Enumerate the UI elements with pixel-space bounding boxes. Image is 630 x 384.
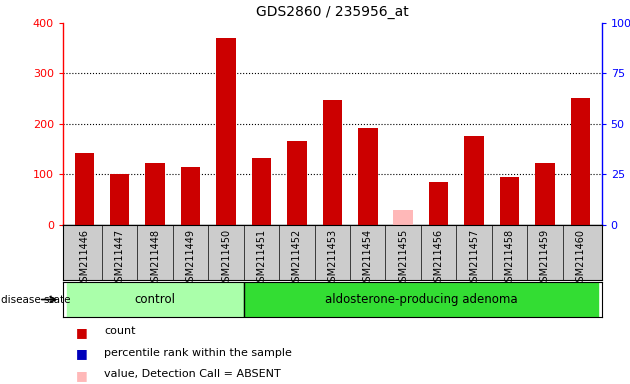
Bar	[216, 38, 236, 225]
Bar	[74, 152, 94, 225]
Text: GSM211450: GSM211450	[221, 229, 231, 288]
Text: GSM211455: GSM211455	[398, 229, 408, 288]
Text: GSM211458: GSM211458	[505, 229, 515, 288]
Text: count: count	[104, 326, 135, 336]
Bar	[394, 210, 413, 225]
Text: aldosterone-producing adenoma: aldosterone-producing adenoma	[324, 293, 517, 306]
Text: GSM211459: GSM211459	[540, 229, 550, 288]
Bar	[252, 157, 271, 225]
Text: ■: ■	[76, 348, 88, 361]
Text: ■: ■	[76, 369, 88, 382]
Title: GDS2860 / 235956_at: GDS2860 / 235956_at	[256, 5, 409, 19]
Text: control: control	[135, 293, 176, 306]
Text: GSM211460: GSM211460	[575, 229, 585, 288]
Text: value, Detection Call = ABSENT: value, Detection Call = ABSENT	[104, 369, 281, 379]
Text: ■: ■	[76, 326, 88, 339]
Bar	[536, 163, 554, 225]
Text: GSM211454: GSM211454	[363, 229, 373, 288]
Bar	[67, 282, 244, 317]
Text: GSM211447: GSM211447	[115, 229, 125, 288]
Text: GSM211452: GSM211452	[292, 229, 302, 288]
Bar	[358, 128, 377, 225]
Text: disease state: disease state	[1, 295, 71, 305]
Bar	[146, 163, 165, 225]
Text: GSM211448: GSM211448	[150, 229, 160, 288]
Bar	[181, 167, 200, 225]
Text: percentile rank within the sample: percentile rank within the sample	[104, 348, 292, 358]
Bar	[110, 174, 129, 225]
Bar	[323, 100, 342, 225]
Text: GSM211457: GSM211457	[469, 229, 479, 288]
Bar	[429, 182, 449, 225]
Bar	[287, 141, 307, 225]
Bar	[500, 177, 519, 225]
Text: GSM211451: GSM211451	[256, 229, 266, 288]
Text: GSM211446: GSM211446	[79, 229, 89, 288]
Text: GSM211449: GSM211449	[186, 229, 195, 288]
Bar	[571, 98, 590, 225]
Text: GSM211456: GSM211456	[433, 229, 444, 288]
Bar	[464, 136, 484, 225]
Text: GSM211453: GSM211453	[328, 229, 337, 288]
Bar	[244, 282, 598, 317]
